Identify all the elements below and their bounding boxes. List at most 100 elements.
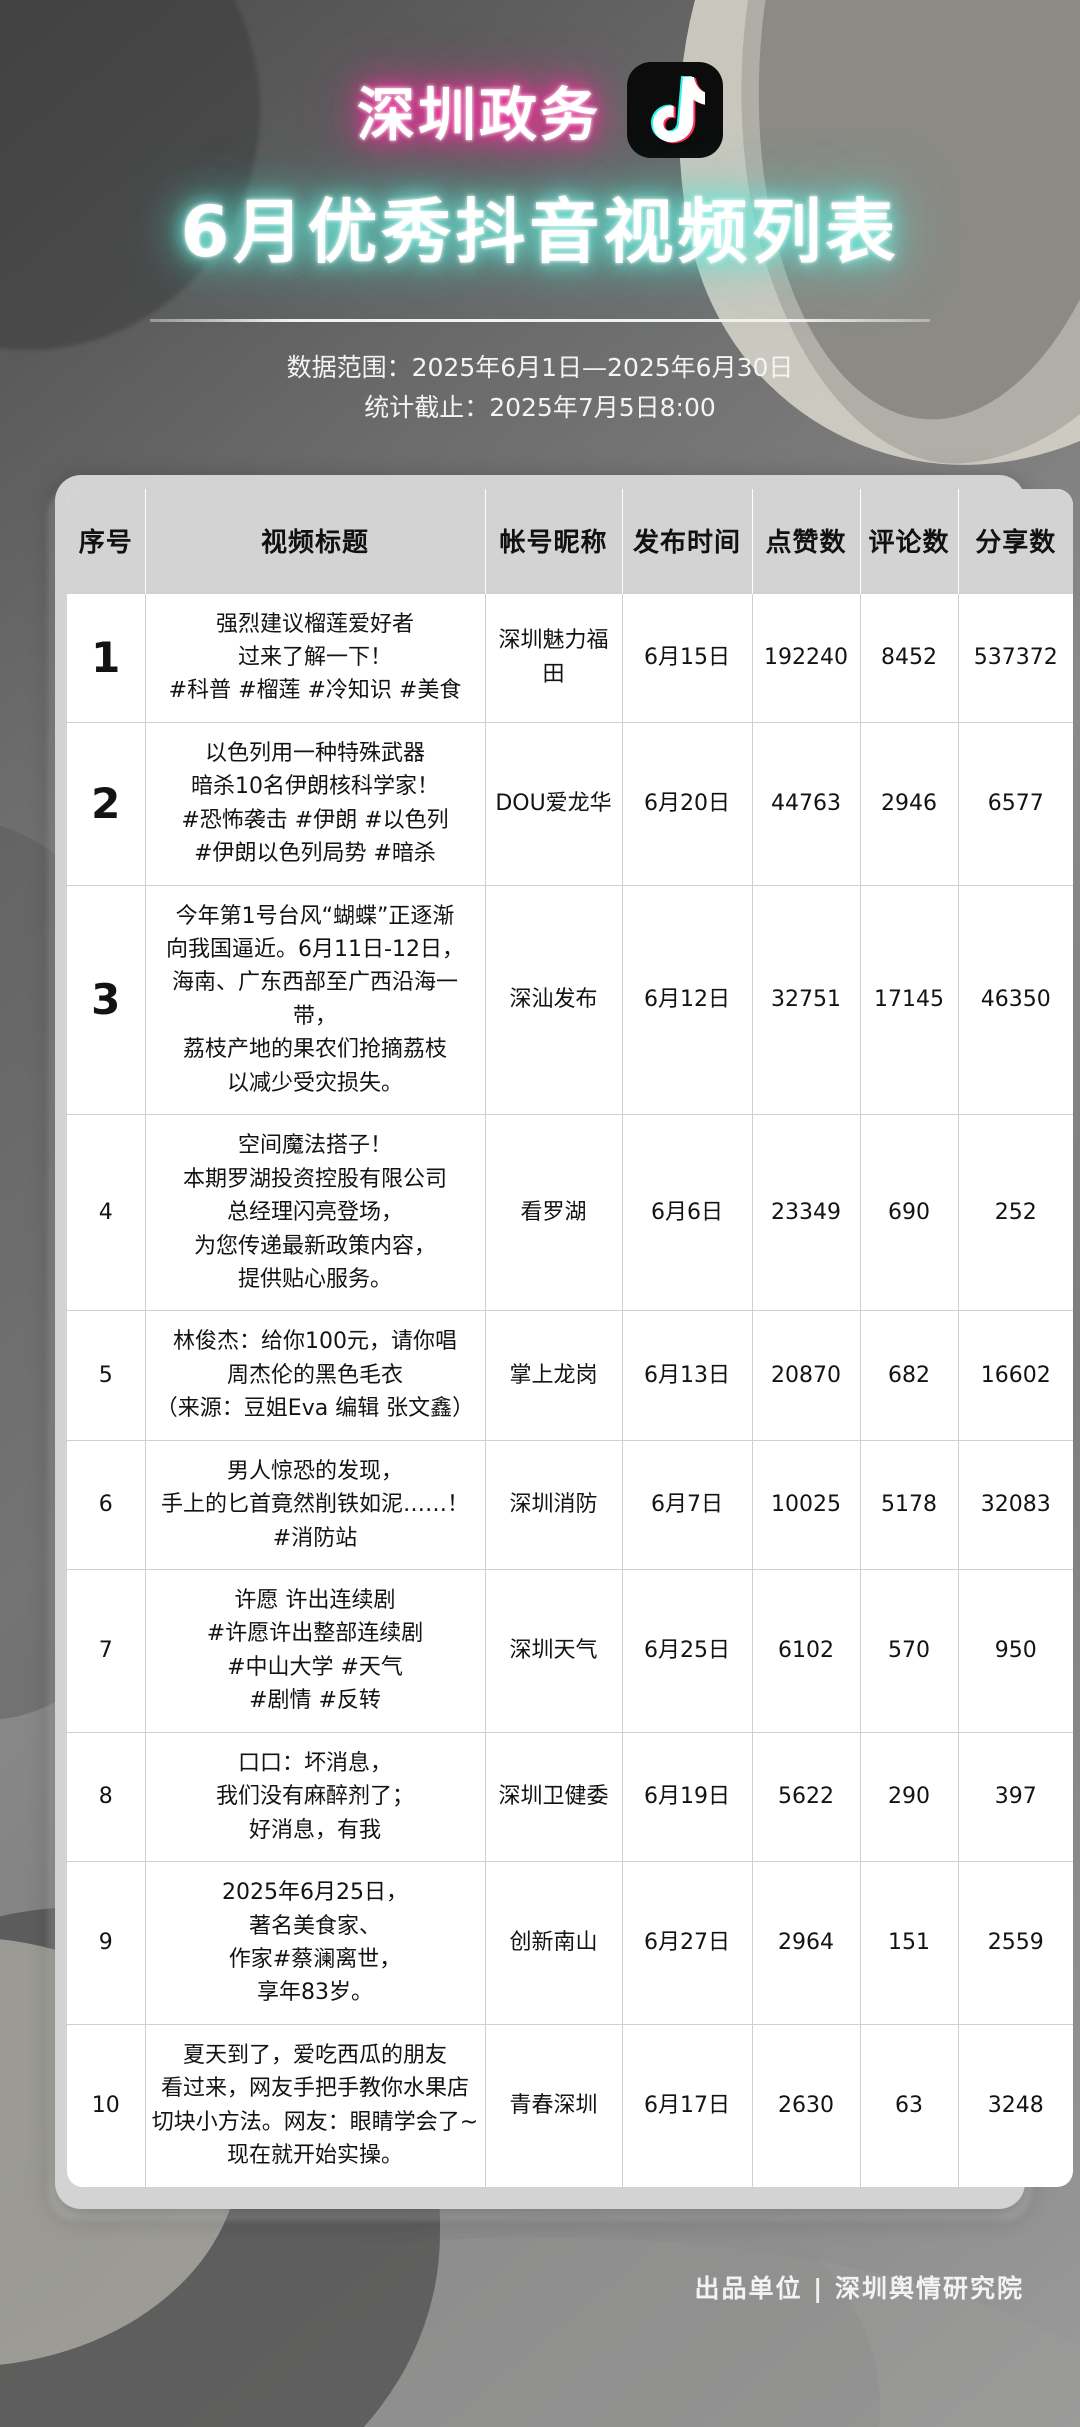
meta-block: 数据范围：2025年6月1日—2025年6月30日 统计截止：2025年7月5日… bbox=[0, 348, 1080, 427]
cell-comments: 8452 bbox=[860, 592, 959, 723]
cell-date: 6月20日 bbox=[622, 721, 753, 886]
cell-comments: 2946 bbox=[860, 721, 959, 886]
cell-comments: 690 bbox=[860, 1114, 959, 1312]
cell-account: 深圳天气 bbox=[485, 1569, 623, 1733]
cell-shares: 46350 bbox=[958, 884, 1073, 1116]
col-header-title: 视频标题 bbox=[145, 489, 486, 593]
cell-comments: 570 bbox=[860, 1569, 959, 1733]
cell-shares: 2559 bbox=[958, 1861, 1073, 2025]
cell-account: 看罗湖 bbox=[485, 1114, 623, 1312]
col-header-comments: 评论数 bbox=[860, 489, 959, 593]
cell-shares: 252 bbox=[958, 1114, 1073, 1312]
table-row: 8 口口：坏消息， 我们没有麻醉剂了； 好消息，有我 深圳卫健委 6月19日 5622 290… bbox=[67, 1731, 1073, 1863]
table-row: 4 空间魔法搭子！ 本期罗湖投资控股有限公司 总经理闪亮登场， 为您传递最新政策内容，提… bbox=[67, 1114, 1073, 1312]
cell-likes: 44763 bbox=[752, 721, 861, 886]
cell-date: 6月17日 bbox=[622, 2023, 753, 2187]
cell-date: 6月19日 bbox=[622, 1731, 753, 1863]
cell-account: 深汕发布 bbox=[485, 884, 623, 1116]
cell-shares: 950 bbox=[958, 1569, 1073, 1733]
cell-date: 6月25日 bbox=[622, 1569, 753, 1733]
cell-title: 2025年6月25日， 著名美食家、 作家#蔡澜离世， 享年83岁。 bbox=[145, 1861, 486, 2025]
cell-rank: 10 bbox=[67, 2023, 146, 2187]
cell-comments: 17145 bbox=[860, 884, 959, 1116]
header-divider bbox=[150, 319, 930, 322]
cell-rank: 3 bbox=[67, 884, 146, 1116]
poster-header: 深圳政务 6月优秀抖音视频列表 数据范围：2025年6月1日—2025年6月30… bbox=[0, 0, 1080, 427]
cell-shares: 6577 bbox=[958, 721, 1073, 886]
cell-rank: 6 bbox=[67, 1439, 146, 1571]
col-header-rank: 序号 bbox=[67, 489, 146, 593]
cell-shares: 3248 bbox=[958, 2023, 1073, 2187]
cell-account: 青春深圳 bbox=[485, 2023, 623, 2187]
col-header-likes: 点赞数 bbox=[752, 489, 861, 593]
cell-comments: 290 bbox=[860, 1731, 959, 1863]
meta-date-range: 数据范围：2025年6月1日—2025年6月30日 bbox=[286, 353, 794, 382]
table-row: 3 今年第1号台风“蝴蝶”正逐渐 向我国逼近。6月11日-12日， 海南、广东西部至广… bbox=[67, 884, 1073, 1116]
col-header-account: 帐号昵称 bbox=[485, 489, 623, 593]
cell-likes: 10025 bbox=[752, 1439, 861, 1571]
cell-likes: 192240 bbox=[752, 592, 861, 723]
title-row: 深圳政务 bbox=[0, 62, 1080, 158]
cell-account: DOU爱龙华 bbox=[485, 721, 623, 886]
ranking-table: 序号 视频标题 帐号昵称 发布时间 点赞数 评论数 分享数 1 强烈建议榴莲爱好者… bbox=[67, 489, 1073, 2187]
page-subtitle: 6月优秀抖音视频列表 bbox=[180, 191, 900, 273]
cell-rank: 1 bbox=[67, 592, 146, 723]
cell-comments: 151 bbox=[860, 1861, 959, 2025]
col-header-shares: 分享数 bbox=[958, 489, 1073, 593]
cell-account: 深圳卫健委 bbox=[485, 1731, 623, 1863]
table-row: 5 林俊杰：给你100元，请你唱 周杰伦的黑色毛衣 （来源：豆姐Eva 编辑 张文鑫）… bbox=[67, 1310, 1073, 1441]
page-title: 深圳政务 bbox=[356, 81, 601, 149]
cell-title: 许愿 许出连续剧 #许愿许出整部连续剧 #中山大学 #天气 #剧情 #反转 bbox=[145, 1569, 486, 1733]
col-header-date: 发布时间 bbox=[622, 489, 753, 593]
cell-shares: 16602 bbox=[958, 1310, 1073, 1441]
cell-date: 6月6日 bbox=[622, 1114, 753, 1312]
footer-credit: 出品单位 | 深圳舆情研究院 bbox=[694, 2273, 1024, 2303]
cell-rank: 8 bbox=[67, 1731, 146, 1863]
table-head: 序号 视频标题 帐号昵称 发布时间 点赞数 评论数 分享数 bbox=[67, 489, 1073, 593]
table-row: 1 强烈建议榴莲爱好者 过来了解一下！ #科普 #榴莲 #冷知识 #美食 深圳魅力福田 6… bbox=[67, 592, 1073, 723]
cell-shares: 537372 bbox=[958, 592, 1073, 723]
cell-date: 6月13日 bbox=[622, 1310, 753, 1441]
cell-likes: 5622 bbox=[752, 1731, 861, 1863]
table-row: 7 许愿 许出连续剧 #许愿许出整部连续剧 #中山大学 #天气 #剧情 #反转 深圳天气 6… bbox=[67, 1569, 1073, 1733]
cell-shares: 397 bbox=[958, 1731, 1073, 1863]
cell-comments: 5178 bbox=[860, 1439, 959, 1571]
cell-comments: 63 bbox=[860, 2023, 959, 2187]
cell-title: 强烈建议榴莲爱好者 过来了解一下！ #科普 #榴莲 #冷知识 #美食 bbox=[145, 592, 486, 723]
cell-title: 空间魔法搭子！ 本期罗湖投资控股有限公司 总经理闪亮登场， 为您传递最新政策内容， 提供… bbox=[145, 1114, 486, 1312]
cell-likes: 2630 bbox=[752, 2023, 861, 2187]
meta-cutoff: 统计截止：2025年7月5日8:00 bbox=[364, 392, 716, 422]
table-header-row: 序号 视频标题 帐号昵称 发布时间 点赞数 评论数 分享数 bbox=[67, 489, 1073, 593]
tiktok-logo bbox=[627, 62, 723, 158]
table-row: 2 以色列用一种特殊武器 暗杀10名伊朗核科学家！ #恐怖袭击 #伊朗 #以色列 #伊朗… bbox=[67, 721, 1073, 886]
cell-rank: 5 bbox=[67, 1310, 146, 1441]
cell-title: 林俊杰：给你100元，请你唱 周杰伦的黑色毛衣 （来源：豆姐Eva 编辑 张文鑫） bbox=[145, 1310, 486, 1441]
cell-shares: 32083 bbox=[958, 1439, 1073, 1571]
cell-account: 深圳魅力福田 bbox=[485, 592, 623, 723]
cell-likes: 20870 bbox=[752, 1310, 861, 1441]
table-row: 9 2025年6月25日， 著名美食家、 作家#蔡澜离世， 享年83岁。 创新南山 6月27… bbox=[67, 1861, 1073, 2025]
table-body: 1 强烈建议榴莲爱好者 过来了解一下！ #科普 #榴莲 #冷知识 #美食 深圳魅力福田 6… bbox=[67, 592, 1073, 2187]
cell-date: 6月27日 bbox=[622, 1861, 753, 2025]
cell-date: 6月15日 bbox=[622, 592, 753, 723]
cell-date: 6月12日 bbox=[622, 884, 753, 1116]
cell-rank: 9 bbox=[67, 1861, 146, 2025]
table-card-wrapper: 序号 视频标题 帐号昵称 发布时间 点赞数 评论数 分享数 1 强烈建议榴莲爱好者… bbox=[40, 475, 1073, 2221]
cell-account: 深圳消防 bbox=[485, 1439, 623, 1571]
table-card: 序号 视频标题 帐号昵称 发布时间 点赞数 评论数 分享数 1 强烈建议榴莲爱好者… bbox=[55, 475, 1073, 2209]
cell-likes: 23349 bbox=[752, 1114, 861, 1312]
cell-likes: 2964 bbox=[752, 1861, 861, 2025]
table-row: 6 男人惊恐的发现， 手上的匕首竟然削铁如泥……！ #消防站 深圳消防 6月7日 10025… bbox=[67, 1439, 1073, 1571]
cell-rank: 7 bbox=[67, 1569, 146, 1733]
cell-title: 以色列用一种特殊武器 暗杀10名伊朗核科学家！ #恐怖袭击 #伊朗 #以色列 #伊朗以… bbox=[145, 721, 486, 886]
cell-title: 夏天到了，爱吃西瓜的朋友 看过来，网友手把手教你水果店 切块小方法。网友：眼睛学会了… bbox=[145, 2023, 486, 2187]
cell-title: 男人惊恐的发现， 手上的匕首竟然削铁如泥……！ #消防站 bbox=[145, 1439, 486, 1571]
cell-likes: 32751 bbox=[752, 884, 861, 1116]
cell-likes: 6102 bbox=[752, 1569, 861, 1733]
cell-account: 掌上龙岗 bbox=[485, 1310, 623, 1441]
cell-title: 口口：坏消息， 我们没有麻醉剂了； 好消息，有我 bbox=[145, 1731, 486, 1863]
cell-rank: 4 bbox=[67, 1114, 146, 1312]
cell-account: 创新南山 bbox=[485, 1861, 623, 2025]
cell-rank: 2 bbox=[67, 721, 146, 886]
